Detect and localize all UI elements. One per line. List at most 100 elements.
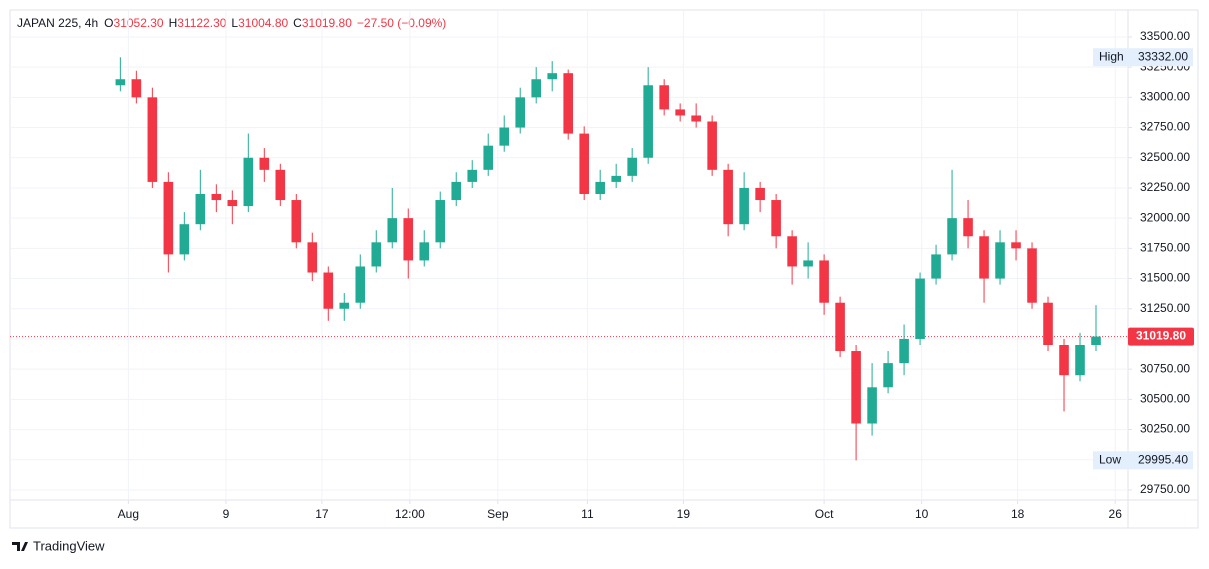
candle-body xyxy=(947,218,957,255)
candle-body xyxy=(1043,302,1053,346)
ohlc-value: 31052.30 xyxy=(114,16,164,30)
candle-body xyxy=(851,351,861,424)
candle-body xyxy=(1091,336,1101,346)
candle-body xyxy=(963,218,973,237)
candle-body xyxy=(739,187,749,225)
candle-body xyxy=(579,133,589,194)
candle-body xyxy=(355,266,366,303)
candle-body xyxy=(723,169,733,225)
candle-body xyxy=(931,254,941,279)
y-tick-label: 33500.00 xyxy=(1140,29,1190,43)
ohlc-key: C xyxy=(293,16,302,30)
ohlc-value: 31019.80 xyxy=(302,16,352,30)
candle-body xyxy=(435,200,446,243)
candle-body xyxy=(243,157,254,207)
symbol: JAPAN 225, 4h xyxy=(17,16,98,30)
ohlc-value: 31122.30 xyxy=(177,16,226,30)
candle-body xyxy=(659,85,669,110)
candle-body xyxy=(867,387,877,424)
candle-body xyxy=(611,175,621,182)
y-tick-label: 29750.00 xyxy=(1140,482,1190,496)
x-tick-label: 18 xyxy=(1011,507,1025,521)
candle-body xyxy=(595,181,605,194)
x-tick-label: 12:00 xyxy=(395,507,425,521)
candle-body xyxy=(691,115,701,122)
ohlc-key: L xyxy=(231,16,238,30)
candle-body xyxy=(883,363,893,388)
y-tick-label: 31750.00 xyxy=(1140,241,1190,255)
candle-body xyxy=(179,224,190,255)
x-tick-label: 10 xyxy=(915,507,929,521)
candle-body xyxy=(259,157,270,170)
candle-body xyxy=(835,302,845,352)
candle-body xyxy=(915,278,925,339)
y-tick-label: 31250.00 xyxy=(1140,301,1190,315)
ohlc-legend-text: JAPAN 225, 4h O31052.30 H31122.30 L31004.80… xyxy=(17,16,446,30)
candle-body xyxy=(451,181,462,201)
x-tick-label: 11 xyxy=(581,507,594,521)
candle-body xyxy=(275,169,286,201)
y-tick-label: 30500.00 xyxy=(1140,392,1190,406)
brand-logo xyxy=(12,542,28,551)
high-marker-label: High xyxy=(1099,49,1124,63)
y-tick-label: 31500.00 xyxy=(1140,271,1190,285)
high-marker-value: 33332.00 xyxy=(1138,49,1188,63)
last-price-label: 31019.80 xyxy=(1136,329,1186,343)
x-tick-label: 19 xyxy=(677,507,691,521)
candle-body xyxy=(163,181,174,255)
candle-body xyxy=(1011,242,1021,249)
candle-body xyxy=(387,218,398,243)
candle-body xyxy=(979,236,989,279)
candle-body xyxy=(531,79,542,98)
y-tick-label: 30250.00 xyxy=(1140,422,1190,436)
ohlc-key: O xyxy=(104,16,113,30)
candle-body xyxy=(643,85,653,158)
candle-body xyxy=(371,242,382,267)
low-marker-value: 29995.40 xyxy=(1138,452,1188,466)
change: −27.50 (−0.09%) xyxy=(357,16,446,30)
chart-frame xyxy=(9,9,1199,529)
candle-body xyxy=(1075,345,1085,376)
candle-body xyxy=(131,79,142,98)
candle-body xyxy=(995,242,1005,279)
candle-body xyxy=(563,73,573,134)
candle-body xyxy=(1059,345,1069,376)
candle-body xyxy=(787,236,797,267)
x-tick-label: 26 xyxy=(1109,507,1123,521)
candle-body xyxy=(147,97,158,182)
candle-body xyxy=(707,121,717,170)
candle-body xyxy=(323,272,334,309)
candle-body xyxy=(403,218,414,261)
brand: TradingView xyxy=(12,538,105,553)
x-tick-label: Sep xyxy=(487,507,509,521)
grid xyxy=(10,10,1128,500)
candle-body xyxy=(515,97,526,128)
y-tick-label: 32500.00 xyxy=(1140,150,1190,164)
candle-body xyxy=(499,127,510,146)
candle-body xyxy=(339,302,350,309)
candle-body xyxy=(899,338,909,364)
candle-body xyxy=(771,200,781,237)
x-tick-label: 17 xyxy=(315,507,329,521)
x-tick-label: 9 xyxy=(223,507,230,521)
candle-body xyxy=(675,109,685,116)
ohlc-value: 31004.80 xyxy=(238,16,288,30)
candle-body xyxy=(819,260,829,303)
ohlc-key: H xyxy=(169,16,178,30)
y-tick-label: 32750.00 xyxy=(1140,120,1190,134)
y-tick-label: 33000.00 xyxy=(1140,90,1190,104)
y-tick-label: 30750.00 xyxy=(1140,361,1190,375)
candle-body xyxy=(291,200,302,243)
candle-body xyxy=(627,157,637,176)
high-marker-badge xyxy=(1093,48,1193,67)
candle-body xyxy=(547,73,558,80)
candle-body xyxy=(483,145,494,170)
candle-body xyxy=(419,242,430,261)
candle-body xyxy=(467,169,478,182)
candle-body xyxy=(755,187,765,201)
candle-body xyxy=(803,260,813,267)
x-tick-label: Aug xyxy=(118,507,139,521)
y-tick-label: 32000.00 xyxy=(1140,210,1190,224)
brand-name: TradingView xyxy=(33,538,105,553)
